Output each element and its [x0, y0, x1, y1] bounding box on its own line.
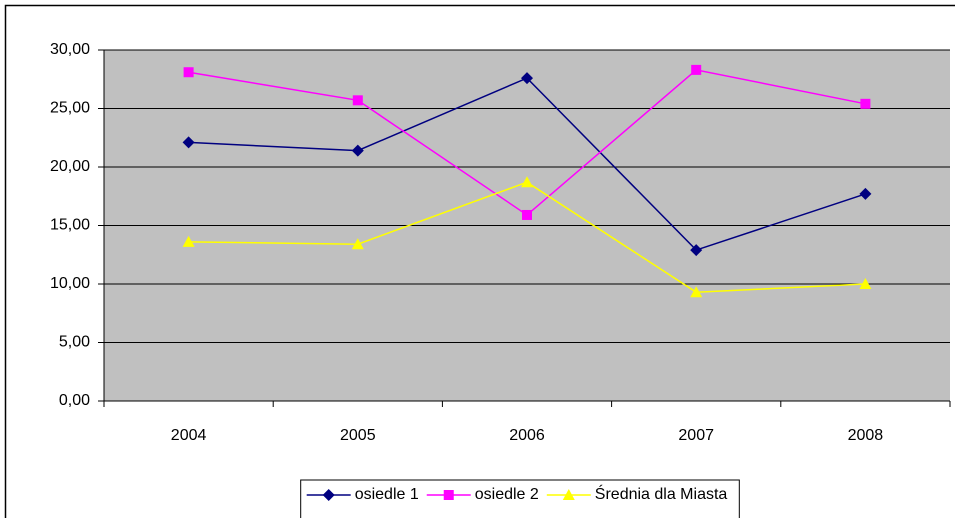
- marker: [443, 490, 454, 500]
- y-tick-label: 0,00: [59, 392, 90, 409]
- x-tick-label: 2008: [848, 427, 884, 444]
- marker: [522, 209, 532, 220]
- marker: [352, 95, 363, 106]
- x-tick-label: 2007: [678, 427, 714, 444]
- x-tick-label: 2004: [171, 427, 207, 444]
- marker: [182, 235, 195, 247]
- marker: [521, 176, 533, 188]
- marker: [690, 244, 703, 257]
- x-tick-label: 2006: [509, 427, 545, 444]
- marker: [521, 72, 533, 85]
- marker: [691, 64, 702, 75]
- legend-label: osiedle 1: [355, 486, 419, 503]
- y-tick-label: 5,00: [59, 334, 90, 351]
- marker: [183, 67, 194, 78]
- y-tick-label: 25,00: [50, 100, 90, 117]
- y-tick-label: 10,00: [50, 275, 90, 292]
- legend-label: osiedle 2: [475, 486, 539, 503]
- marker: [690, 286, 703, 298]
- marker: [182, 136, 195, 149]
- y-tick-label: 15,00: [50, 217, 90, 234]
- marker: [562, 489, 575, 500]
- y-tick-label: 20,00: [50, 158, 90, 175]
- y-tick-label: 30,00: [50, 41, 90, 58]
- marker: [351, 144, 364, 157]
- marker: [322, 489, 335, 501]
- legend-box: [300, 479, 740, 518]
- marker: [859, 278, 872, 289]
- x-tick-label: 2005: [340, 427, 376, 444]
- marker: [859, 187, 872, 200]
- legend: osiedle 1 osiedle 2 Średnia dla Miasta: [300, 479, 740, 518]
- marker: [351, 238, 364, 250]
- marker: [860, 98, 871, 109]
- legend-label: Średnia dla Miasta: [595, 484, 728, 503]
